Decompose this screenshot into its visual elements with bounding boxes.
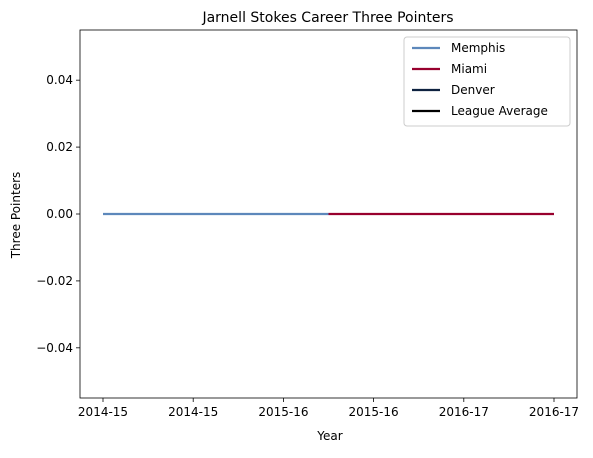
chart-title: Jarnell Stokes Career Three Pointers — [201, 10, 453, 26]
y-tick-label: −0.02 — [36, 274, 73, 288]
legend-label-league-average: League Average — [451, 104, 548, 118]
x-tick-label: 2016-17 — [439, 405, 489, 419]
x-tick-label: 2015-16 — [258, 405, 308, 419]
x-tick-label: 2014-15 — [168, 405, 218, 419]
y-axis-label: Three Pointers — [9, 172, 23, 260]
legend-box — [403, 36, 571, 127]
y-tick-label: 0.00 — [46, 207, 73, 221]
x-tick-label: 2015-16 — [349, 405, 399, 419]
x-axis-label: Year — [316, 429, 342, 443]
legend: Memphis Miami Denver League Average — [403, 36, 571, 127]
x-tick-label: 2016-17 — [529, 405, 579, 419]
plot-area: −0.04 −0.02 0.00 0.02 0.04 2014-15 2014-15 2015… — [36, 29, 579, 419]
legend-label-memphis: Memphis — [451, 41, 505, 55]
x-tick-label: 2014-15 — [78, 405, 128, 419]
legend-label-denver: Denver — [451, 83, 495, 97]
y-tick-label: −0.04 — [36, 341, 73, 355]
y-tick-label: 0.02 — [46, 140, 73, 154]
legend-label-miami: Miami — [451, 62, 487, 76]
y-tick-label: 0.04 — [46, 73, 73, 87]
